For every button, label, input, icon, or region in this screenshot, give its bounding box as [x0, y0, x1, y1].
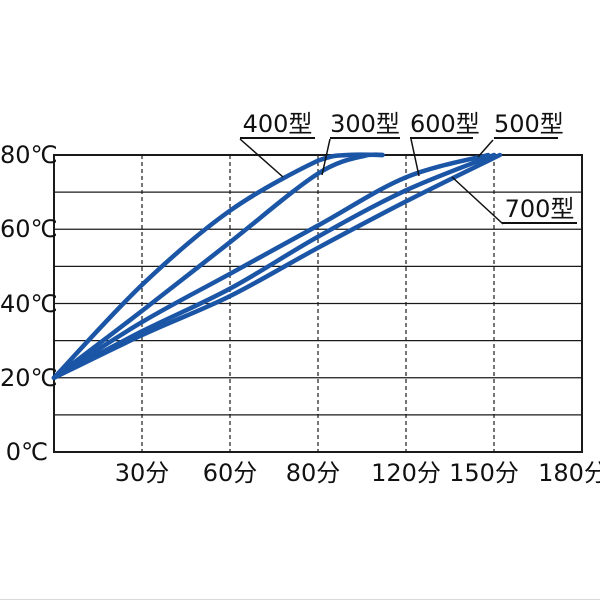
leader-line-600型 [410, 138, 420, 177]
x-tick-60分: 60分 [202, 459, 258, 487]
curve-label-700: 700型 [502, 197, 577, 224]
curve-label-400: 400型 [240, 112, 315, 139]
y-tick-20: 20℃ [0, 363, 58, 392]
y-tick-0: 0℃ [5, 438, 48, 466]
data-curve-400型 [51, 152, 385, 381]
leader-line-300型 [321, 138, 331, 176]
leader-line-700型 [451, 176, 504, 225]
data-curve-700型 [51, 152, 503, 381]
x-tick-80分: 80分 [285, 459, 341, 487]
y-tick-80: 80℃ [0, 141, 58, 169]
data-curve-500型 [51, 152, 497, 381]
y-tick-40: 40℃ [0, 289, 58, 318]
y-tick-60: 60℃ [0, 215, 58, 244]
plot-border [53, 154, 583, 453]
x-tick-150分: 150分 [449, 459, 519, 487]
x-tick-120分: 120分 [371, 459, 441, 487]
curve-label-300: 300型 [330, 110, 400, 139]
x-tick-180分: 180分 [538, 459, 600, 487]
data-curve-600型 [51, 152, 491, 381]
data-curve-300型 [51, 152, 385, 381]
leader-line-400型 [239, 138, 284, 178]
curve-label-500: 500型 [494, 110, 564, 139]
x-tick-30分: 30分 [114, 459, 170, 487]
curve-label-600: 600型 [410, 110, 480, 139]
leader-line-500型 [477, 139, 494, 158]
